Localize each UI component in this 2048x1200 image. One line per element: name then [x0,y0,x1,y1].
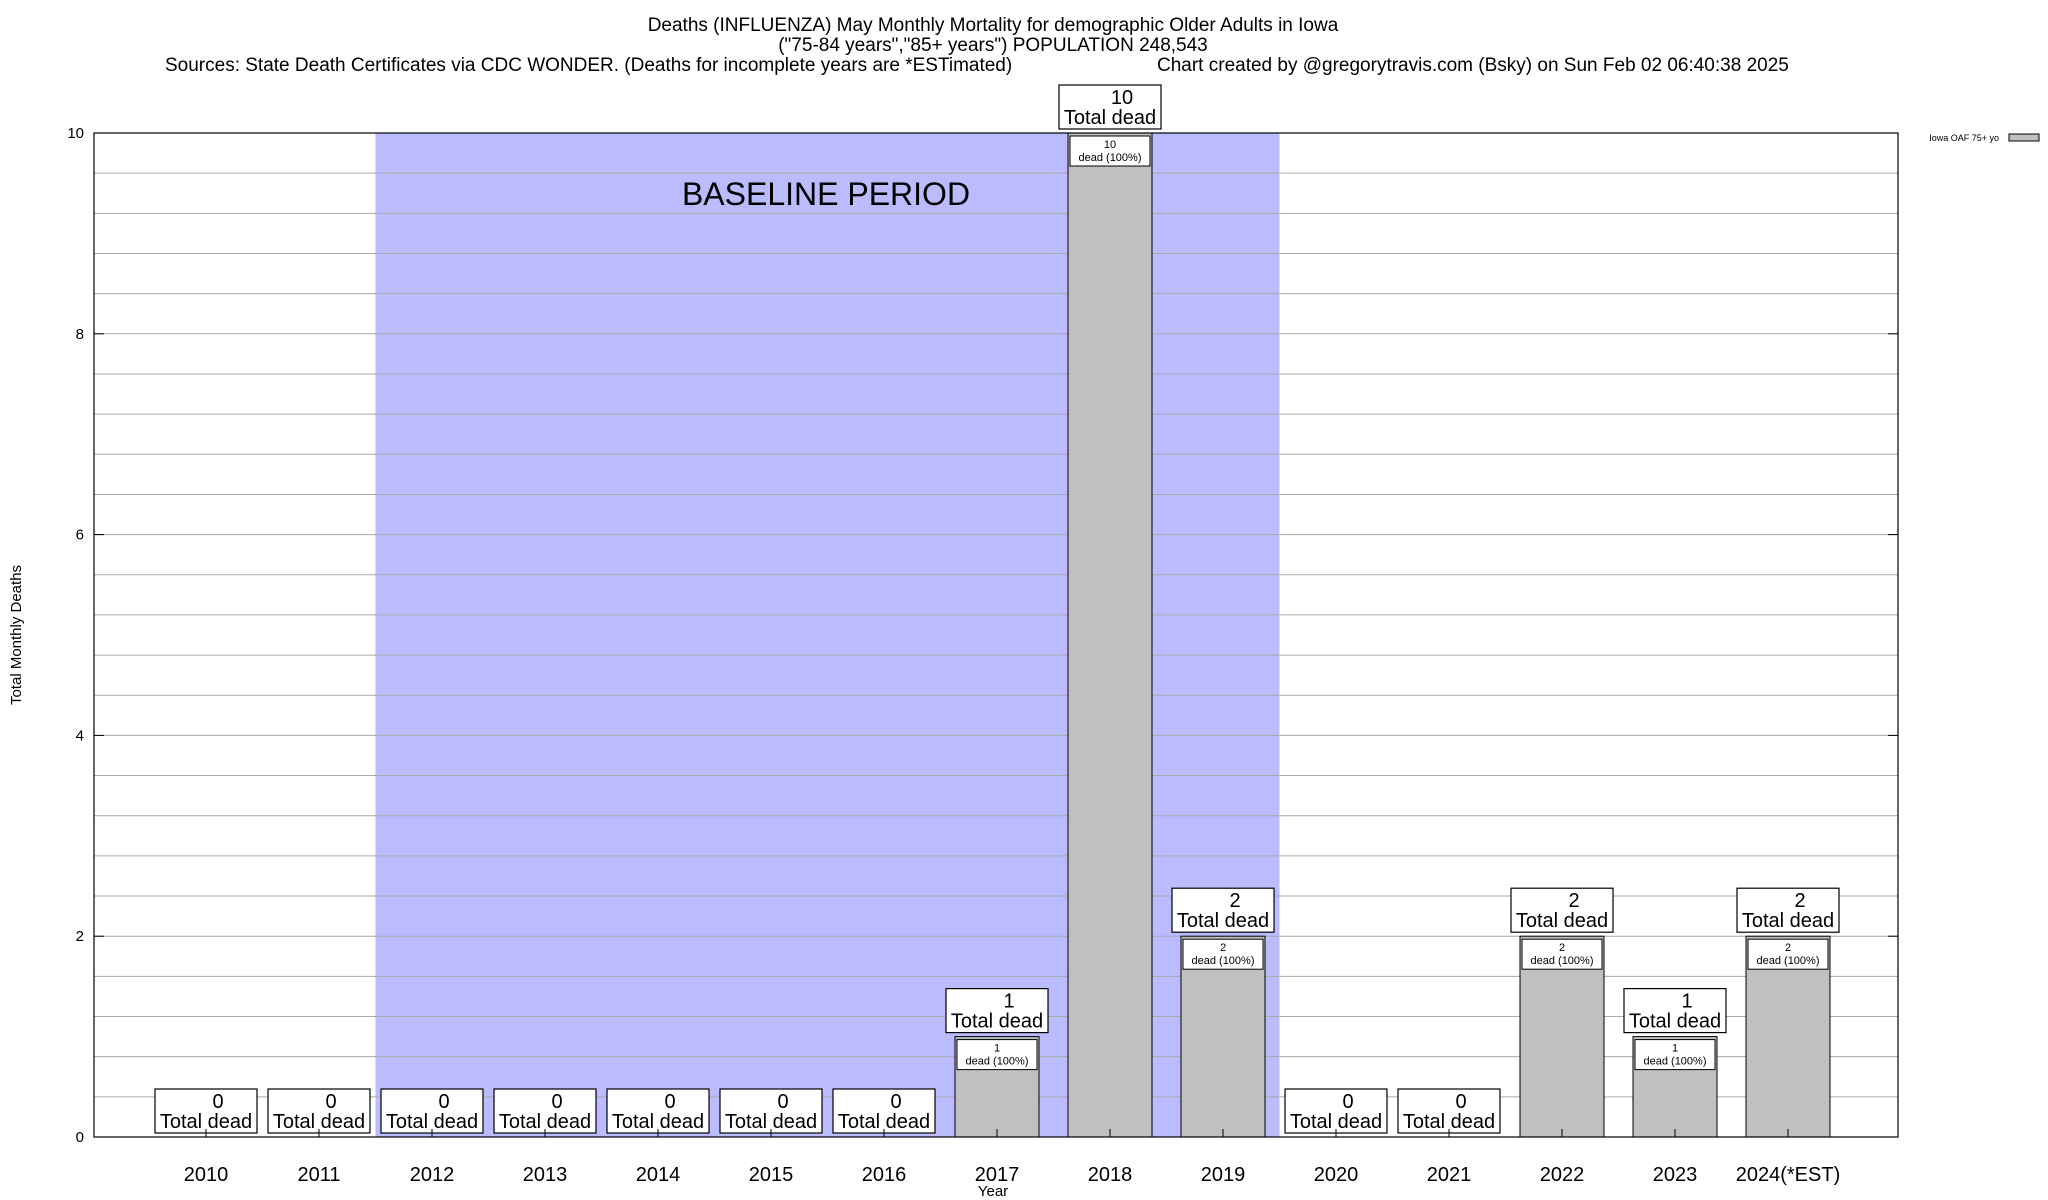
chart-title-line-2: ("75-84 years","85+ years") POPULATION 2… [778,35,1208,56]
chart-sources: Sources: State Death Certificates via CD… [165,55,1012,76]
legend: Iowa OAF 75+ yo [1929,133,2040,143]
top-label-box [1284,1088,1388,1134]
x-tick-label: 2010 [184,1164,229,1186]
chart-credit: Chart created by @gregorytravis.com (Bsk… [1157,55,1789,76]
y-tick-label: 2 [76,928,84,945]
top-label-box [719,1088,823,1134]
legend-swatch [2008,133,2040,142]
x-tick-label: 2015 [749,1164,794,1186]
top-label-text: Total dead [1064,107,1156,129]
top-label-value: 0 [325,1091,336,1113]
x-tick-label: 2020 [1314,1164,1359,1186]
x-tick-label: 2024(*EST) [1736,1164,1841,1186]
bar-inner-value-label: 2 [1220,942,1226,954]
bar-inner-dead-label: dead (100%) [1757,955,1820,967]
bar-inner-label-box [1521,938,1603,970]
x-tick-label: 2011 [297,1164,340,1186]
bar-inner-value-label: 2 [1559,942,1565,954]
top-label-text: Total dead [160,1111,252,1133]
x-tick-label: 2013 [523,1164,568,1186]
top-label-text: Total dead [1290,1111,1382,1133]
bar-inner-label-box [1747,938,1829,970]
bar-inner-dead-label: dead (100%) [1192,955,1255,967]
bar-inner-label-box [956,1039,1038,1071]
legend-label: Iowa OAF 75+ yo [1929,133,1999,143]
bar-inner-dead-label: dead (100%) [966,1056,1029,1068]
top-label-box [832,1088,936,1134]
chart-title-line-1: Deaths (INFLUENZA) May Monthly Mortality… [648,15,1339,36]
top-label-text: Total dead [273,1111,365,1133]
x-tick-label: 2022 [1540,1164,1585,1186]
x-tick-label: 2021 [1427,1164,1472,1186]
y-tick-label: 10 [67,125,84,142]
y-tick-label: 4 [76,727,84,744]
top-label-value: 0 [212,1091,223,1113]
y-tick-label: 6 [76,527,84,544]
top-label-value: 0 [777,1091,788,1113]
top-label-value: 0 [1342,1091,1353,1113]
top-label-value: 1 [1681,991,1692,1013]
top-label-box [493,1088,597,1134]
bar-inner-value-label: 1 [994,1043,1000,1055]
top-label-box [1171,887,1275,933]
top-label-text: Total dead [1516,910,1608,932]
bar-inner-dead-label: dead (100%) [1079,152,1142,164]
top-label-text: Total dead [951,1011,1043,1033]
x-tick-label: 2023 [1653,1164,1698,1186]
top-label-box [267,1088,371,1134]
y-tick-label: 0 [76,1129,84,1146]
x-tick-label: 2016 [862,1164,907,1186]
top-label-value: 1 [1003,991,1014,1013]
top-label-text: Total dead [1742,910,1834,932]
top-label-text: Total dead [1177,910,1269,932]
y-axis-label: Total Monthly Deaths [8,565,25,705]
bar-inner-label-box [1182,938,1264,970]
bar-inner-dead-label: dead (100%) [1531,955,1594,967]
x-tick-label: 2018 [1088,1164,1133,1186]
top-label-box [1623,987,1727,1034]
top-label-text: Total dead [499,1111,591,1133]
bar-inner-label-box [1069,135,1151,167]
x-axis-label: Year [978,1183,1008,1200]
top-label-text: Total dead [725,1111,817,1133]
x-tick-label: 2012 [410,1164,455,1186]
top-label-box [380,1088,484,1134]
bar-inner-value-label: 2 [1785,942,1791,954]
y-tick-label: 8 [76,326,84,343]
top-label-value: 2 [1568,890,1579,912]
x-tick-label: 2014 [636,1164,681,1186]
top-label-text: Total dead [386,1111,478,1133]
bar-inner-value-label: 10 [1104,139,1116,151]
bar-inner-value-label: 1 [1672,1043,1678,1055]
x-tick-label: 2017 [975,1164,1020,1186]
top-label-value: 10 [1111,87,1133,109]
top-label-box [154,1088,258,1134]
bar-inner-label-box [1634,1039,1716,1071]
x-tick-label: 2019 [1201,1164,1246,1186]
top-label-box [1736,887,1840,933]
bar [1067,132,1153,1138]
top-label-text: Total dead [1403,1111,1495,1133]
top-label-value: 0 [1455,1091,1466,1113]
top-label-text: Total dead [838,1111,930,1133]
top-label-value: 0 [551,1091,562,1113]
top-label-box [1510,887,1614,933]
top-label-value: 0 [664,1091,675,1113]
top-label-value: 2 [1229,890,1240,912]
baseline-period-label: BASELINE PERIOD [682,176,970,212]
plot-frame [93,132,1899,1138]
top-label-value: 0 [438,1091,449,1113]
bar-inner-dead-label: dead (100%) [1644,1056,1707,1068]
top-label-box [1058,84,1162,130]
top-label-box [945,987,1049,1034]
top-label-value: 0 [890,1091,901,1113]
top-label-text: Total dead [1629,1011,1721,1033]
top-label-value: 2 [1794,890,1805,912]
top-label-text: Total dead [612,1111,704,1133]
